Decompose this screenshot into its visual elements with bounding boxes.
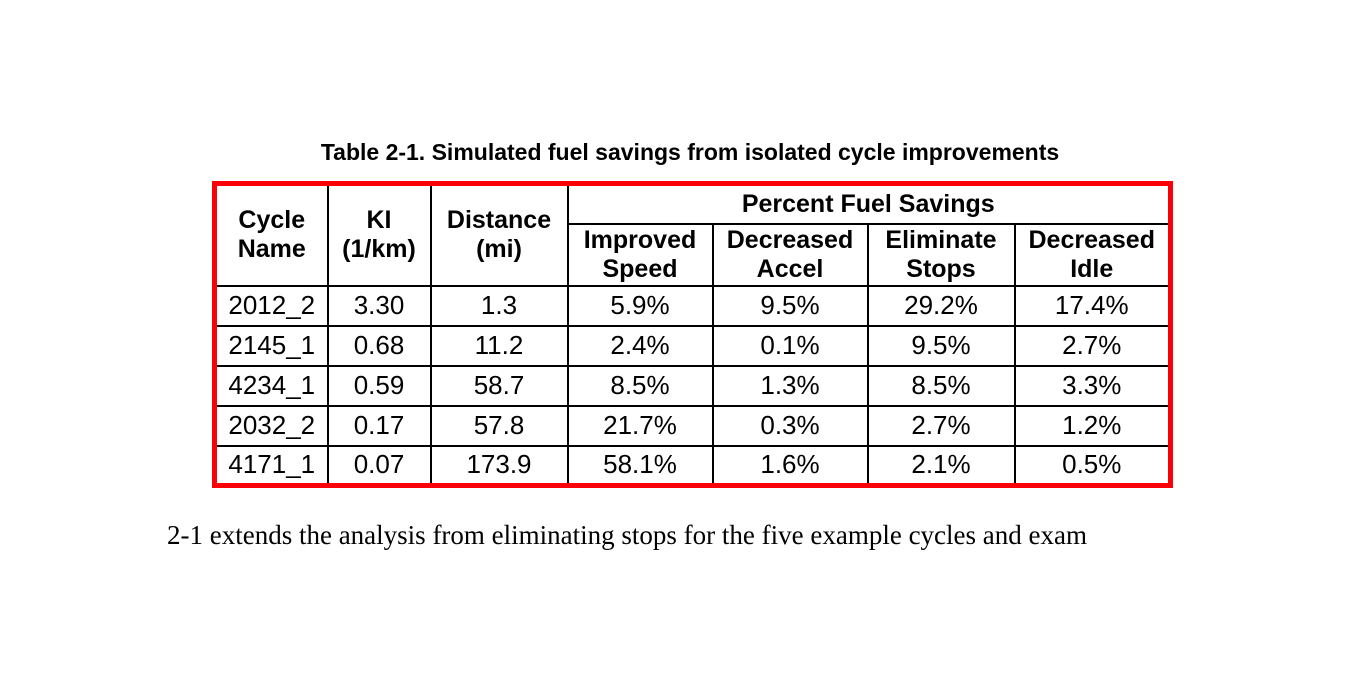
cell-decreased-idle: 1.2% — [1013, 404, 1172, 447]
sub-header-decreased-accel: Decreased Accel — [711, 222, 869, 287]
cell-cycle-name: 2032_2 — [213, 404, 329, 447]
cell-eliminate-stops: 2.7% — [866, 404, 1016, 447]
header-row-group: Cycle Name KI (1/km) Distance (mi) Perce… — [213, 182, 1172, 287]
col-header-cycle-name: Cycle Name — [213, 182, 329, 287]
header-line: Distance — [446, 206, 552, 235]
cell-ki: 0.59 — [326, 364, 432, 407]
cell-decreased-accel: 1.3% — [711, 364, 869, 407]
header-line: Name — [237, 235, 306, 264]
cell-eliminate-stops: 2.1% — [866, 444, 1016, 487]
table-row: 2145_1 0.68 11.2 2.4% 0.1% 9.5% 2.7% — [213, 324, 1172, 367]
cell-cycle-name: 2012_2 — [213, 284, 329, 327]
cell-distance: 11.2 — [429, 324, 569, 367]
cell-eliminate-stops: 8.5% — [866, 364, 1016, 407]
cell-cycle-name: 4171_1 — [213, 444, 329, 487]
header-row-sub: Improved Speed Decreased Accel Eliminate… — [215, 222, 1172, 287]
cell-improved-speed: 2.4% — [566, 324, 714, 367]
cell-decreased-idle: 3.3% — [1013, 364, 1172, 407]
cell-decreased-idle: 17.4% — [1013, 284, 1172, 327]
table-row: 2032_2 0.17 57.8 21.7% 0.3% 2.7% 1.2% — [213, 404, 1172, 447]
group-header-percent-fuel-savings: Percent Fuel Savings — [566, 182, 1172, 225]
cell-improved-speed: 21.7% — [566, 404, 714, 447]
table-caption: Table 2-1. Simulated fuel savings from i… — [320, 139, 1060, 165]
header-line: Idle — [1070, 254, 1114, 283]
sub-header-improved-speed: Improved Speed — [566, 222, 714, 287]
cell-cycle-name: 4234_1 — [213, 364, 329, 407]
cell-decreased-accel: 1.6% — [711, 444, 869, 487]
cell-decreased-accel: 9.5% — [711, 284, 869, 327]
header-line: Improved — [583, 225, 697, 254]
paragraph-text: 2-1 extends the analysis from eliminatin… — [167, 520, 1087, 550]
col-header-ki: KI (1/km) — [326, 182, 432, 287]
cell-decreased-accel: 0.1% — [711, 324, 869, 367]
cell-ki: 0.07 — [326, 444, 432, 487]
cell-decreased-idle: 2.7% — [1013, 324, 1172, 367]
cell-distance: 173.9 — [429, 444, 569, 487]
header-line: Accel — [756, 254, 824, 283]
table-row: 4171_1 0.07 173.9 58.1% 1.6% 2.1% 0.5% — [213, 444, 1172, 487]
cell-cycle-name: 2145_1 — [213, 324, 329, 367]
table-row: 4234_1 0.59 58.7 8.5% 1.3% 8.5% 3.3% — [213, 364, 1172, 407]
cell-distance: 57.8 — [429, 404, 569, 447]
cell-decreased-accel: 0.3% — [711, 404, 869, 447]
fuel-savings-table: Cycle Name KI (1/km) Distance (mi) Perce… — [212, 181, 1173, 488]
table-row: 2012_2 3.30 1.3 5.9% 9.5% 29.2% 17.4% — [213, 284, 1172, 327]
cell-ki: 3.30 — [326, 284, 432, 327]
header-line: Speed — [602, 254, 678, 283]
header-line: Stops — [906, 254, 976, 283]
sub-header-decreased-idle: Decreased Idle — [1013, 222, 1172, 287]
header-line: Eliminate — [885, 225, 997, 254]
cell-improved-speed: 58.1% — [566, 444, 714, 487]
cell-improved-speed: 5.9% — [566, 284, 714, 327]
header-line: (mi) — [476, 235, 522, 264]
header-line: (1/km) — [342, 235, 416, 264]
header-line: Decreased — [726, 225, 854, 254]
cell-improved-speed: 8.5% — [566, 364, 714, 407]
header-line: Cycle — [238, 206, 306, 235]
header-line: Decreased — [1028, 225, 1155, 254]
cell-distance: 58.7 — [429, 364, 569, 407]
cell-ki: 0.17 — [326, 404, 432, 447]
sub-header-eliminate-stops: Eliminate Stops — [866, 222, 1016, 287]
cell-eliminate-stops: 29.2% — [866, 284, 1016, 327]
cell-distance: 1.3 — [429, 284, 569, 327]
cell-decreased-idle: 0.5% — [1013, 444, 1172, 487]
cell-ki: 0.68 — [326, 324, 432, 367]
col-header-distance: Distance (mi) — [429, 182, 569, 287]
header-line: KI — [366, 206, 392, 235]
cell-eliminate-stops: 9.5% — [866, 324, 1016, 367]
